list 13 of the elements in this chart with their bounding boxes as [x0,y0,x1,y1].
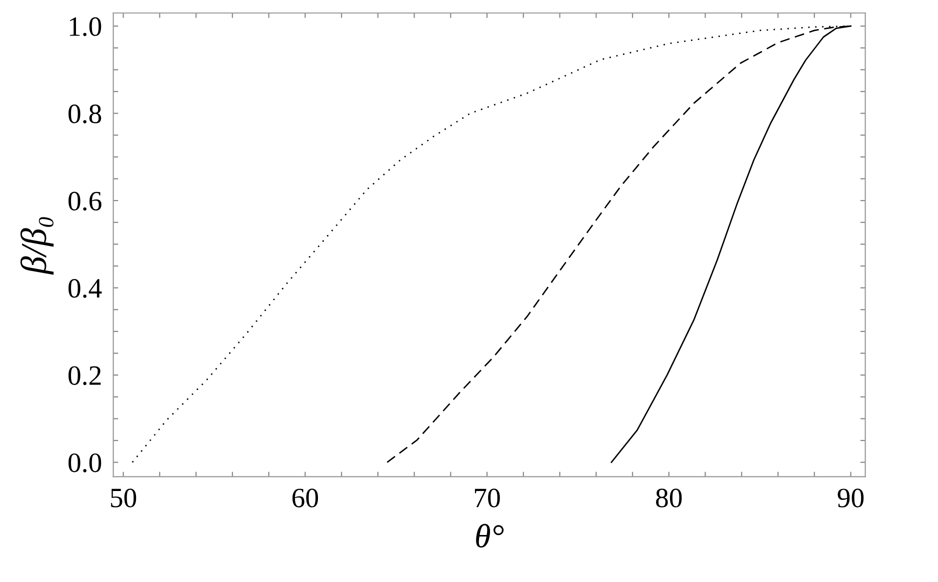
y-tick-label: 1.0 [70,17,102,36]
y-tick-label: 0.4 [68,278,102,298]
y-tick-label: 0.8 [68,104,102,124]
x-tick-label: 50 [111,488,136,508]
x-tick-label: 80 [656,488,682,508]
y-tick-label: 0.0 [68,453,102,472]
y-tick-label: 0.6 [68,192,102,211]
x-tick-label: 70 [474,488,500,508]
x-tick-label: 90 [838,488,864,508]
y-tick-label: 0.2 [68,366,101,386]
y-axis-title: β/β₀ [20,217,54,275]
x-tick-label: 60 [292,488,318,508]
x-axis-title: θ° [476,524,504,548]
